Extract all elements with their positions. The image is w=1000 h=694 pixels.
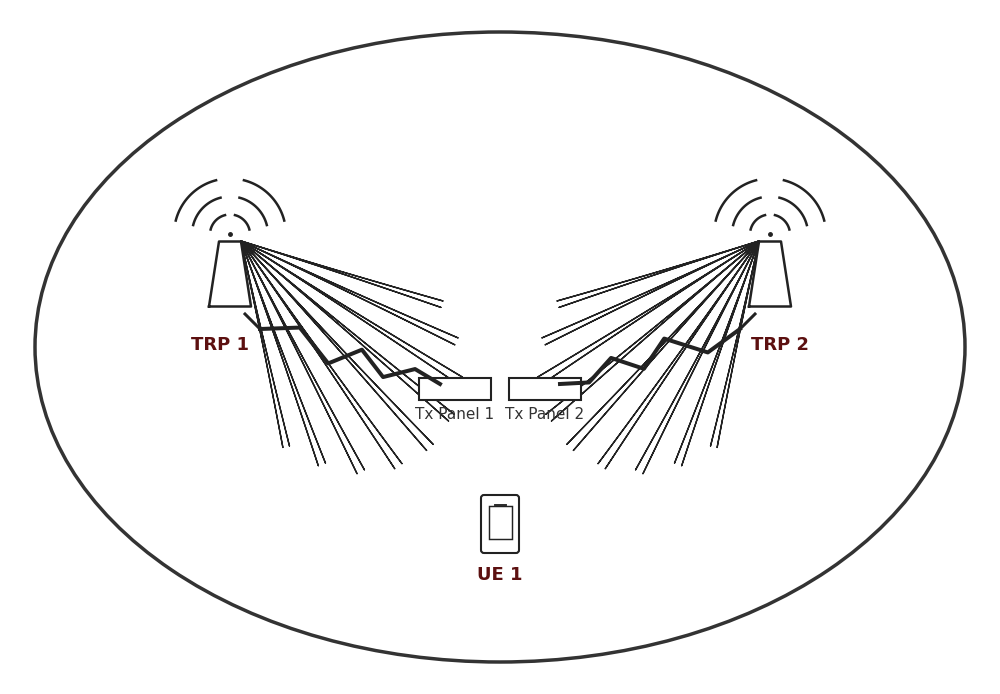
Text: Tx Panel 2: Tx Panel 2: [505, 407, 585, 422]
Text: Tx Panel 1: Tx Panel 1: [415, 407, 495, 422]
Text: TRP 1: TRP 1: [191, 336, 249, 354]
Text: TRP 2: TRP 2: [751, 336, 809, 354]
Bar: [419, 378, 491, 400]
Bar: [509, 378, 581, 400]
Ellipse shape: [35, 32, 965, 662]
Text: UE 1: UE 1: [477, 566, 523, 584]
FancyBboxPatch shape: [481, 495, 519, 553]
Bar: [489, 505, 512, 539]
